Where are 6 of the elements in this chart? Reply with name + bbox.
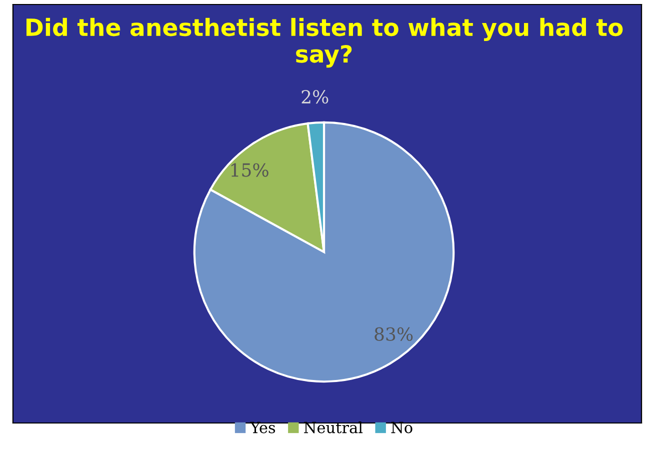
- legend-label: Neutral: [304, 421, 363, 434]
- data-label: 15%: [231, 163, 268, 177]
- chart-title: Did the anesthetist listen to what you had to say?: [26, 18, 623, 68]
- data-label: 83%: [374, 327, 413, 341]
- pie-slice: [193, 121, 455, 383]
- data-label: 2%: [302, 90, 328, 104]
